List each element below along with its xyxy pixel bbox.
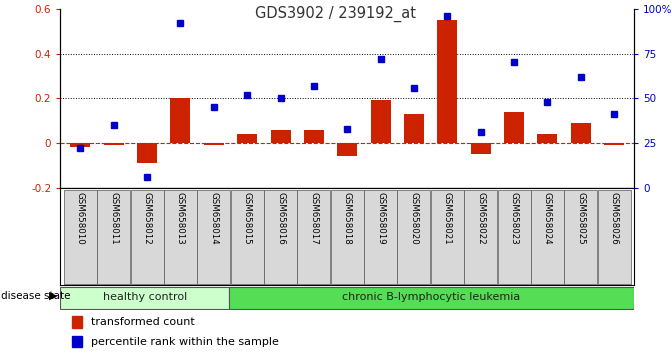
Bar — [504, 112, 524, 143]
Bar — [237, 134, 257, 143]
Text: GSM658010: GSM658010 — [76, 192, 85, 244]
Bar — [137, 143, 157, 163]
Text: transformed count: transformed count — [91, 317, 195, 327]
FancyBboxPatch shape — [497, 189, 531, 284]
Text: GSM658011: GSM658011 — [109, 192, 118, 244]
Bar — [70, 143, 91, 147]
FancyBboxPatch shape — [264, 189, 297, 284]
Text: chronic B-lymphocytic leukemia: chronic B-lymphocytic leukemia — [342, 292, 521, 302]
FancyBboxPatch shape — [97, 189, 130, 284]
Text: GSM658020: GSM658020 — [409, 192, 419, 244]
FancyBboxPatch shape — [229, 287, 634, 309]
Text: GSM658022: GSM658022 — [476, 192, 485, 244]
Text: GSM658015: GSM658015 — [243, 192, 252, 244]
FancyBboxPatch shape — [364, 189, 397, 284]
Bar — [170, 98, 191, 143]
FancyBboxPatch shape — [431, 189, 464, 284]
FancyBboxPatch shape — [231, 189, 264, 284]
Text: GSM658018: GSM658018 — [343, 192, 352, 244]
Bar — [571, 123, 590, 143]
Bar — [304, 130, 324, 143]
Text: GSM658013: GSM658013 — [176, 192, 185, 244]
Bar — [338, 143, 357, 156]
FancyBboxPatch shape — [131, 189, 164, 284]
FancyBboxPatch shape — [60, 287, 229, 309]
FancyBboxPatch shape — [531, 189, 564, 284]
Bar — [72, 336, 82, 347]
Text: disease state: disease state — [1, 291, 70, 301]
Text: GSM658012: GSM658012 — [143, 192, 152, 244]
Bar — [270, 130, 291, 143]
Text: ▶: ▶ — [48, 291, 57, 301]
Text: healthy control: healthy control — [103, 292, 187, 302]
Bar — [604, 143, 624, 145]
Bar — [204, 143, 224, 145]
Text: GSM658026: GSM658026 — [609, 192, 619, 244]
FancyBboxPatch shape — [598, 189, 631, 284]
Text: GSM658021: GSM658021 — [443, 192, 452, 244]
Bar — [72, 316, 82, 328]
FancyBboxPatch shape — [164, 189, 197, 284]
Bar — [470, 143, 491, 154]
Text: GDS3902 / 239192_at: GDS3902 / 239192_at — [255, 5, 416, 22]
Text: GSM658023: GSM658023 — [509, 192, 519, 244]
FancyBboxPatch shape — [564, 189, 597, 284]
Bar — [370, 101, 391, 143]
FancyBboxPatch shape — [197, 189, 230, 284]
Bar — [104, 143, 123, 145]
Bar — [537, 134, 558, 143]
Text: GSM658017: GSM658017 — [309, 192, 318, 244]
FancyBboxPatch shape — [464, 189, 497, 284]
Text: GSM658024: GSM658024 — [543, 192, 552, 244]
Text: percentile rank within the sample: percentile rank within the sample — [91, 337, 278, 347]
FancyBboxPatch shape — [331, 189, 364, 284]
FancyBboxPatch shape — [297, 189, 330, 284]
Bar — [437, 20, 458, 143]
Text: GSM658016: GSM658016 — [276, 192, 285, 244]
FancyBboxPatch shape — [64, 189, 97, 284]
Text: GSM658025: GSM658025 — [576, 192, 585, 244]
FancyBboxPatch shape — [397, 189, 431, 284]
Text: GSM658014: GSM658014 — [209, 192, 218, 244]
Text: GSM658019: GSM658019 — [376, 192, 385, 244]
Bar — [404, 114, 424, 143]
